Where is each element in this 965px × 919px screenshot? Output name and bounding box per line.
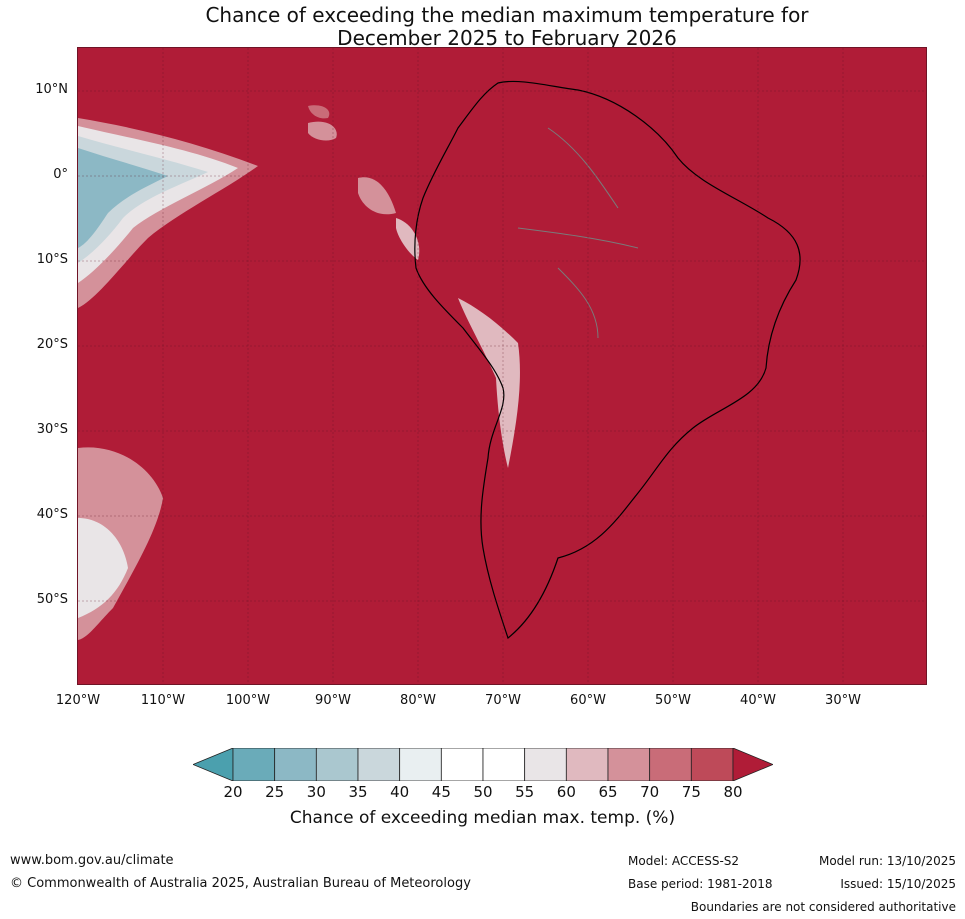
colorbar-segment — [524, 748, 567, 781]
colorbar-tick-label: 70 — [640, 783, 660, 801]
footer-base-period: Base period: 1981-2018 — [628, 877, 773, 891]
colorbar-segment — [440, 748, 484, 781]
colorbar-label: Chance of exceeding median max. temp. (%… — [289, 808, 676, 828]
colorbar-tick-label: 65 — [598, 783, 618, 801]
country-boundaries — [517, 127, 639, 339]
colorbar-segment — [607, 748, 651, 781]
coastal-anomalies — [78, 105, 420, 640]
colorbar-tick-label: 25 — [265, 783, 285, 801]
equatorial-pacific-anomaly — [78, 118, 258, 308]
colorbar-segment — [274, 748, 317, 781]
lat-label-10n: 10°N — [35, 82, 68, 97]
title-line-1: Chance of exceeding the median maximum t… — [205, 3, 809, 27]
graticule — [78, 48, 926, 684]
title-line-2: December 2025 to February 2026 — [337, 26, 677, 50]
colorbar-segment — [357, 748, 401, 781]
footer-issued: Issued: 15/10/2025 — [840, 877, 956, 891]
colorbar-arrow-high — [732, 748, 773, 781]
colorbar — [193, 748, 773, 781]
footer-model: Model: ACCESS-S2 — [628, 854, 740, 868]
lon-label-110w: 110°W — [140, 693, 186, 708]
colorbar-tick-label: 35 — [348, 783, 368, 801]
colorbar-segment — [649, 748, 692, 781]
lon-label-30w: 30°W — [825, 693, 861, 708]
lon-label-50w: 50°W — [655, 693, 691, 708]
colorbar-segment — [565, 748, 609, 781]
footer-disclaimer: Boundaries are not considered authoritat… — [690, 900, 956, 914]
map-canvas — [78, 48, 926, 684]
colorbar-tick-label: 50 — [473, 783, 493, 801]
probability-map — [77, 47, 927, 685]
colorbar-segment — [482, 748, 526, 781]
colorbar-tick-label: 60 — [556, 783, 576, 801]
lat-label-40s: 40°S — [36, 507, 68, 522]
colorbar-segment — [690, 748, 734, 781]
lat-label-20s: 20°S — [36, 337, 68, 352]
colorbar-tick-label: 40 — [390, 783, 410, 801]
lon-label-60w: 60°W — [570, 693, 606, 708]
lon-label-120w: 120°W — [55, 693, 101, 708]
colorbar-tick-label: 30 — [306, 783, 326, 801]
colorbar-tick-label: 75 — [681, 783, 701, 801]
colorbar-tick-label: 20 — [223, 783, 243, 801]
colorbar-tick-label: 80 — [723, 783, 743, 801]
footer-url[interactable]: www.bom.gov.au/climate — [10, 853, 174, 868]
colorbar-segment — [399, 748, 442, 781]
footer-model-run: Model run: 13/10/2025 — [818, 854, 956, 868]
colorbar-tick-label: 45 — [431, 783, 451, 801]
lat-label-50s: 50°S — [36, 592, 68, 607]
lat-label-10s: 10°S — [36, 252, 68, 267]
footer-copyright: © Commonwealth of Australia 2025, Austra… — [10, 876, 471, 891]
lon-label-90w: 90°W — [315, 693, 351, 708]
colorbar-arrow-low — [193, 748, 234, 781]
lon-label-40w: 40°W — [740, 693, 776, 708]
colorbar-segment — [315, 748, 359, 781]
lon-label-80w: 80°W — [400, 693, 436, 708]
lat-label-0: 0° — [53, 167, 68, 182]
lon-label-100w: 100°W — [225, 693, 271, 708]
colorbar-segment — [232, 748, 276, 781]
lon-label-70w: 70°W — [485, 693, 521, 708]
lat-label-30s: 30°S — [36, 422, 68, 437]
map-title: Chance of exceeding the median maximum t… — [0, 4, 965, 50]
andes-anomaly — [458, 298, 520, 468]
colorbar-tick-label: 55 — [515, 783, 535, 801]
